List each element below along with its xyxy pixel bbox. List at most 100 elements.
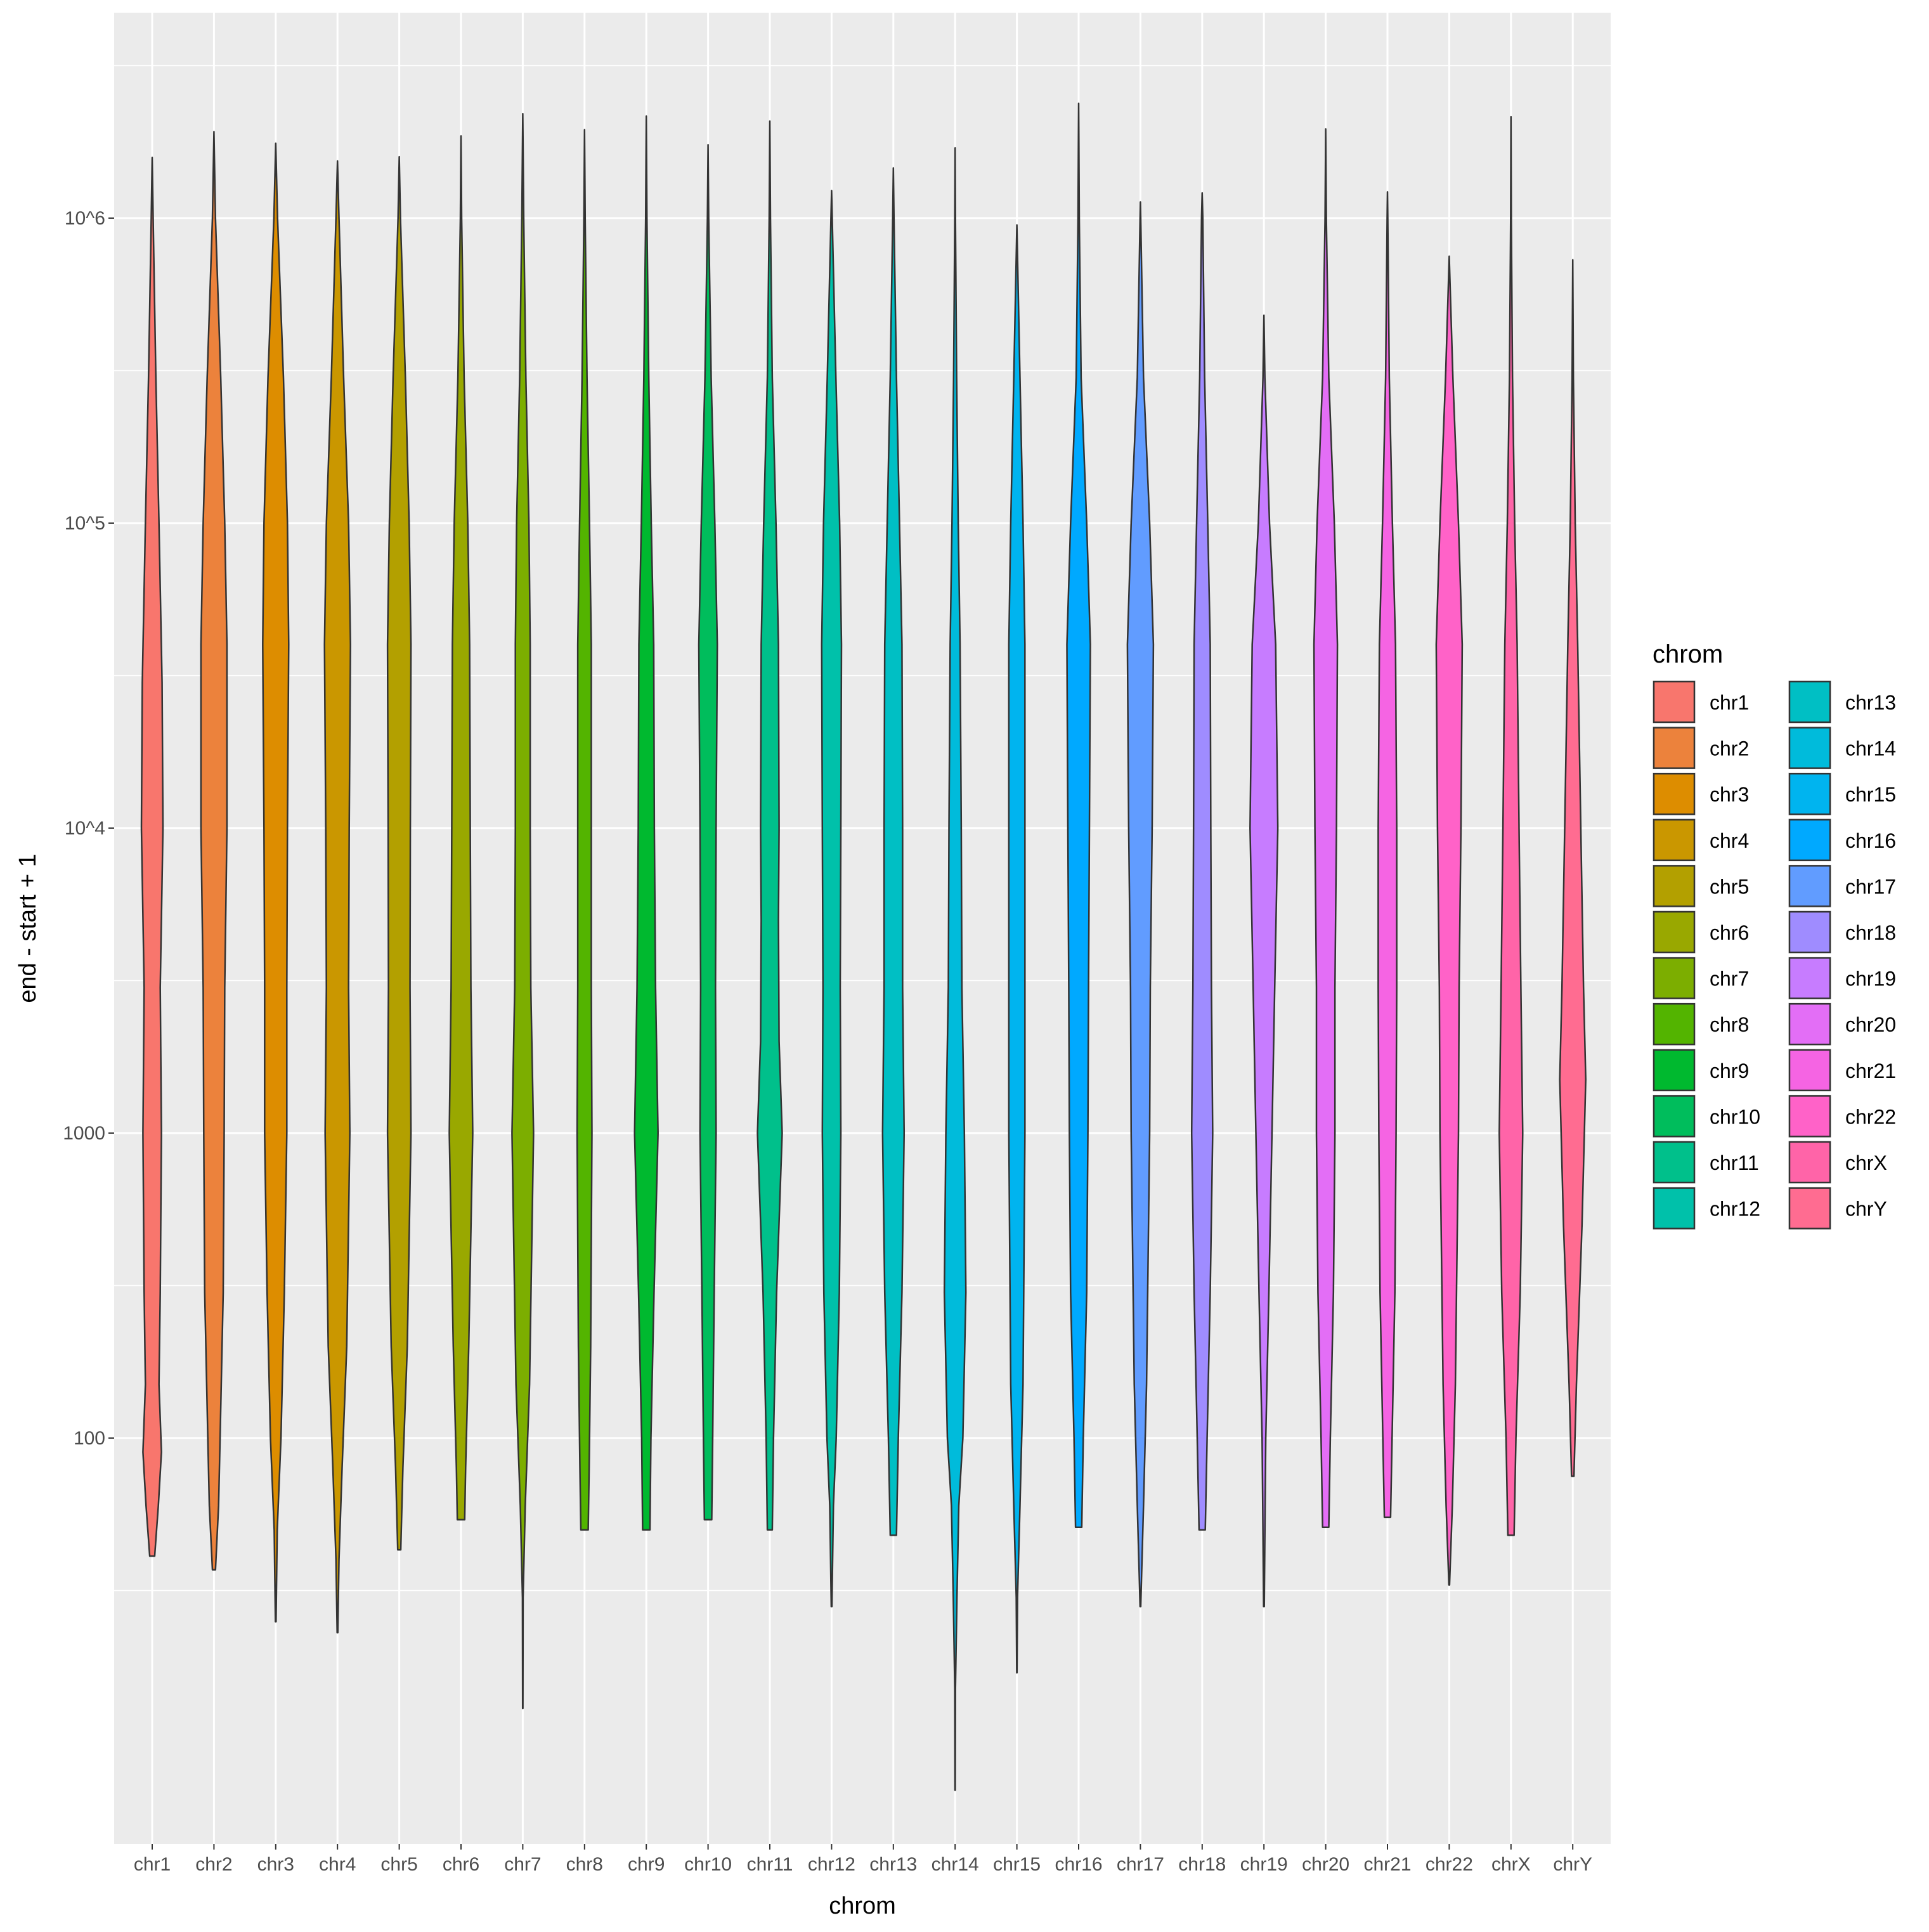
x-tick-label: chr21: [1363, 1854, 1411, 1875]
violin-chr9: [633, 115, 659, 1531]
legend-label: chr12: [1710, 1198, 1760, 1221]
violin-chr12: [821, 190, 843, 1608]
violin-chr13: [881, 167, 906, 1536]
violin-chr8: [576, 129, 593, 1531]
legend-label: chr6: [1710, 921, 1749, 944]
legend-swatch: [1653, 1002, 1696, 1046]
legend-swatch: [1788, 819, 1831, 862]
legend-item-chr14: chr14: [1788, 726, 1896, 770]
violin-chr4: [323, 160, 351, 1634]
x-tick-label: chr18: [1178, 1854, 1226, 1875]
legend-title: chrom: [1653, 640, 1723, 668]
x-tick-label: chr8: [566, 1854, 603, 1875]
legend-item-chr13: chr13: [1788, 680, 1896, 723]
legend-swatch: [1653, 1095, 1696, 1138]
violin-chr5: [386, 155, 412, 1551]
legend-item-chr3: chr3: [1653, 772, 1749, 816]
x-tick-label: chr16: [1055, 1854, 1102, 1875]
violin-chr22: [1435, 255, 1464, 1586]
legend-label: chr17: [1845, 875, 1896, 898]
legend-label: chr20: [1845, 1013, 1896, 1036]
y-axis-title: end - start + 1: [15, 853, 41, 1003]
x-tick-label: chr11: [747, 1854, 793, 1875]
legend-label: chr18: [1845, 921, 1896, 944]
violin-chr7: [511, 113, 535, 1709]
violin-chr11: [757, 120, 783, 1531]
violin-chr2: [200, 131, 228, 1571]
legend-label: chr3: [1710, 783, 1749, 806]
legend-label: chr5: [1710, 875, 1749, 898]
x-tick-label: chrX: [1491, 1854, 1531, 1875]
legend-swatch: [1788, 1049, 1831, 1092]
legend-label: chr7: [1710, 968, 1749, 990]
legend-label: chrX: [1845, 1151, 1887, 1174]
legend-item-chr20: chr20: [1788, 1002, 1896, 1046]
legend-swatch: [1653, 772, 1696, 815]
violin-chr20: [1313, 128, 1339, 1528]
legend-item-chr21: chr21: [1788, 1048, 1896, 1092]
x-tick-label: chr15: [993, 1854, 1041, 1875]
y-tick-label: 10^4: [65, 818, 105, 839]
x-axis-title: chrom: [829, 1893, 896, 1919]
violin-chr21: [1377, 191, 1398, 1519]
x-tick-label: chr7: [504, 1854, 541, 1875]
x-tick-label: chr13: [869, 1854, 917, 1875]
legend-swatch: [1653, 865, 1696, 907]
legend-swatch: [1653, 819, 1696, 862]
x-tick-label: chr22: [1426, 1854, 1473, 1875]
x-tick-label: chr2: [195, 1854, 232, 1875]
violin-chr6: [448, 135, 474, 1520]
legend-label: chr13: [1845, 691, 1896, 714]
legend-item-chr19: chr19: [1788, 956, 1896, 1000]
legend-item-chr6: chr6: [1653, 911, 1749, 954]
x-tick-label: chr1: [134, 1854, 171, 1875]
legend-swatch: [1653, 680, 1696, 723]
legend-swatch: [1788, 1187, 1831, 1229]
legend-swatch: [1788, 1095, 1831, 1138]
legend-item-chr16: chr16: [1788, 818, 1896, 862]
legend-label: chr1: [1710, 691, 1749, 714]
x-tick-label: chr10: [684, 1854, 732, 1875]
legend: chrom chr1 chr2 chr3 chr4 chr5 chr6 chr7 chr8 ch…: [1653, 640, 1896, 1230]
y-tick-label: 10^6: [65, 208, 105, 229]
violin-chr10: [698, 144, 718, 1520]
legend-item-chr11: chr11: [1653, 1141, 1759, 1184]
legend-swatch: [1653, 1187, 1696, 1229]
legend-label: chr8: [1710, 1013, 1749, 1036]
x-tick-label: chr14: [932, 1854, 979, 1875]
legend-swatch: [1788, 727, 1831, 769]
x-tick-label: chr9: [628, 1854, 665, 1875]
legend-swatch: [1653, 911, 1696, 954]
legend-item-chr4: chr4: [1653, 818, 1749, 862]
legend-label: chr2: [1710, 737, 1749, 760]
violin-chrX: [1498, 115, 1524, 1536]
violin-chr3: [262, 142, 290, 1623]
y-axis-ticks: 100 1000 10^4 10^5 10^6: [63, 208, 114, 1449]
legend-label: chr16: [1845, 829, 1896, 852]
legend-item-chr2: chr2: [1653, 726, 1749, 770]
x-tick-label: chr6: [443, 1854, 479, 1875]
violin-chrY: [1559, 259, 1587, 1477]
legend-item-chr22: chr22: [1788, 1094, 1896, 1138]
legend-swatch: [1653, 957, 1696, 999]
legend-item-chr15: chr15: [1788, 772, 1896, 816]
x-tick-label: chr4: [319, 1854, 356, 1875]
legend-label: chr10: [1710, 1105, 1760, 1128]
legend-swatch: [1788, 957, 1831, 999]
legend-item-chr5: chr5: [1653, 864, 1749, 908]
minor-gridlines: [114, 65, 1611, 1592]
legend-item-chr1: chr1: [1653, 680, 1749, 723]
legend-label: chr4: [1710, 829, 1749, 852]
plot-panel: [114, 13, 1611, 1844]
y-tick-label: 1000: [63, 1123, 105, 1144]
legend-item-chr18: chr18: [1788, 911, 1896, 954]
violin-chr1: [140, 157, 164, 1557]
violin-chr18: [1190, 191, 1214, 1531]
legend-swatch: [1653, 727, 1696, 769]
legend-label: chr21: [1845, 1060, 1896, 1082]
legend-label: chr19: [1845, 968, 1896, 990]
legend-swatch: [1788, 772, 1831, 815]
x-tick-label: chrY: [1553, 1854, 1592, 1875]
